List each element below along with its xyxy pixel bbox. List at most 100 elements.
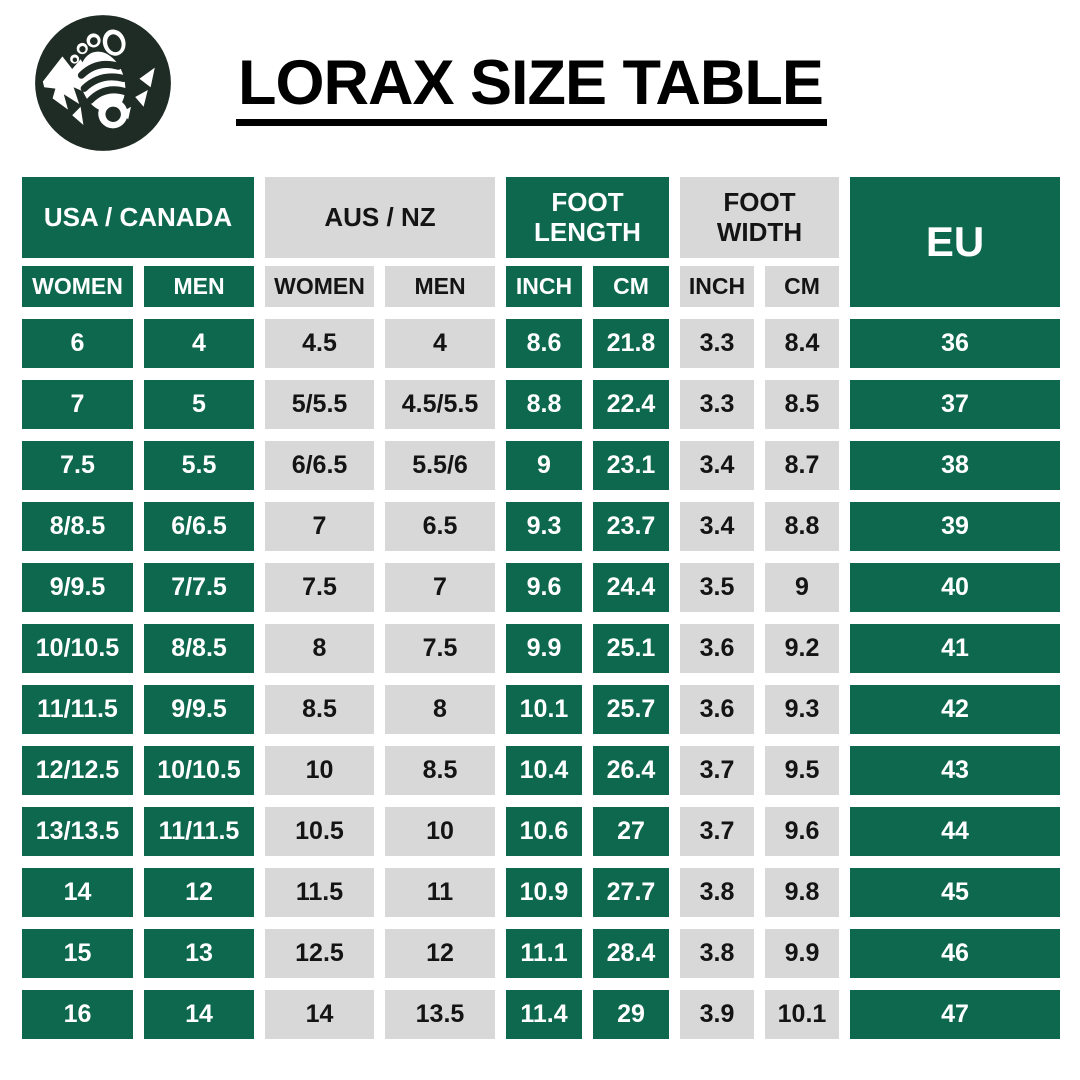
table-cell: 3.3: [680, 319, 754, 368]
table-cell: 3.7: [680, 807, 754, 856]
table-cell: 3.8: [680, 868, 754, 917]
column-group-eu: EU: [850, 177, 1060, 307]
table-cell: 43: [850, 746, 1060, 795]
table-cell: 8/8.5: [22, 502, 133, 551]
table-cell: 5/5.5: [265, 380, 374, 429]
table-cell: 11/11.5: [22, 685, 133, 734]
table-cell: 11.5: [265, 868, 374, 917]
table-cell: 21.8: [593, 319, 669, 368]
barefoot-mountains-logo-icon: [35, 15, 171, 151]
table-cell: 11: [385, 868, 495, 917]
table-cell: 7: [385, 563, 495, 612]
table-cell: 6: [22, 319, 133, 368]
table-cell: 3.7: [680, 746, 754, 795]
table-cell: 11/11.5: [144, 807, 254, 856]
table-cell: 12: [385, 929, 495, 978]
table-cell: 45: [850, 868, 1060, 917]
column-header-width-inch: INCH: [680, 266, 754, 307]
column-header-length-cm: CM: [593, 266, 669, 307]
table-cell: 5.5/6: [385, 441, 495, 490]
table-cell: 11.4: [506, 990, 582, 1039]
table-cell: 3.9: [680, 990, 754, 1039]
table-cell: 9/9.5: [22, 563, 133, 612]
table-cell: 39: [850, 502, 1060, 551]
table-cell: 9.9: [765, 929, 839, 978]
table-cell: 8.6: [506, 319, 582, 368]
column-header-width-cm: CM: [765, 266, 839, 307]
table-cell: 14: [22, 868, 133, 917]
table-cell: 3.8: [680, 929, 754, 978]
table-cell: 8: [265, 624, 374, 673]
table-cell: 27: [593, 807, 669, 856]
table-cell: 10.1: [765, 990, 839, 1039]
size-table-body: 6 4 4.5 4 8.6 21.8 3.3 8.4 36 7 5 5/5.5 4.5/5.5 8.8 22…: [22, 319, 1060, 1039]
table-cell: 10.5: [265, 807, 374, 856]
table-cell: 42: [850, 685, 1060, 734]
table-cell: 10.6: [506, 807, 582, 856]
column-header-aus-women: WOMEN: [265, 266, 374, 307]
table-cell: 7: [22, 380, 133, 429]
table-cell: 4: [144, 319, 254, 368]
table-cell: 14: [265, 990, 374, 1039]
column-header-usa-women: WOMEN: [22, 266, 133, 307]
table-cell: 5: [144, 380, 254, 429]
table-cell: 8: [385, 685, 495, 734]
table-cell: 9.5: [765, 746, 839, 795]
table-cell: 10.1: [506, 685, 582, 734]
table-cell: 3.4: [680, 441, 754, 490]
table-cell: 7.5: [385, 624, 495, 673]
table-cell: 9.9: [506, 624, 582, 673]
table-cell: 8.7: [765, 441, 839, 490]
table-cell: 25.7: [593, 685, 669, 734]
table-cell: 12/12.5: [22, 746, 133, 795]
table-cell: 8.8: [765, 502, 839, 551]
table-cell: 8.5: [765, 380, 839, 429]
table-cell: 16: [22, 990, 133, 1039]
table-cell: 41: [850, 624, 1060, 673]
column-header-length-inch: INCH: [506, 266, 582, 307]
column-header-usa-men: MEN: [144, 266, 254, 307]
table-cell: 8.5: [265, 685, 374, 734]
table-cell: 23.1: [593, 441, 669, 490]
page-header: LORAX SIZE TABLE: [0, 0, 1080, 177]
table-cell: 6/6.5: [265, 441, 374, 490]
table-cell: 10/10.5: [22, 624, 133, 673]
table-cell: 4: [385, 319, 495, 368]
table-cell: 46: [850, 929, 1060, 978]
column-group-foot-width: FOOT WIDTH: [680, 177, 839, 258]
table-cell: 9.8: [765, 868, 839, 917]
size-table: USA / CANADA AUS / NZ FOOT LENGTH FOOT W…: [22, 177, 1060, 1039]
table-cell: 8.4: [765, 319, 839, 368]
table-cell: 15: [22, 929, 133, 978]
table-cell: 25.1: [593, 624, 669, 673]
table-cell: 9.3: [765, 685, 839, 734]
table-cell: 36: [850, 319, 1060, 368]
table-cell: 40: [850, 563, 1060, 612]
table-cell: 9.3: [506, 502, 582, 551]
table-cell: 37: [850, 380, 1060, 429]
table-cell: 3.3: [680, 380, 754, 429]
table-cell: 3.4: [680, 502, 754, 551]
column-group-usa-canada: USA / CANADA: [22, 177, 254, 258]
table-cell: 10: [385, 807, 495, 856]
table-cell: 3.6: [680, 624, 754, 673]
table-cell: 3.6: [680, 685, 754, 734]
table-cell: 10.9: [506, 868, 582, 917]
column-header-aus-men: MEN: [385, 266, 495, 307]
table-cell: 10/10.5: [144, 746, 254, 795]
table-cell: 12.5: [265, 929, 374, 978]
table-cell: 24.4: [593, 563, 669, 612]
table-cell: 6/6.5: [144, 502, 254, 551]
table-cell: 14: [144, 990, 254, 1039]
page-title: LORAX SIZE TABLE: [236, 50, 827, 126]
table-cell: 9: [765, 563, 839, 612]
table-cell: 8.5: [385, 746, 495, 795]
table-cell: 9.6: [765, 807, 839, 856]
table-cell: 13.5: [385, 990, 495, 1039]
table-cell: 13: [144, 929, 254, 978]
table-cell: 27.7: [593, 868, 669, 917]
table-cell: 12: [144, 868, 254, 917]
table-cell: 28.4: [593, 929, 669, 978]
table-cell: 23.7: [593, 502, 669, 551]
table-cell: 29: [593, 990, 669, 1039]
